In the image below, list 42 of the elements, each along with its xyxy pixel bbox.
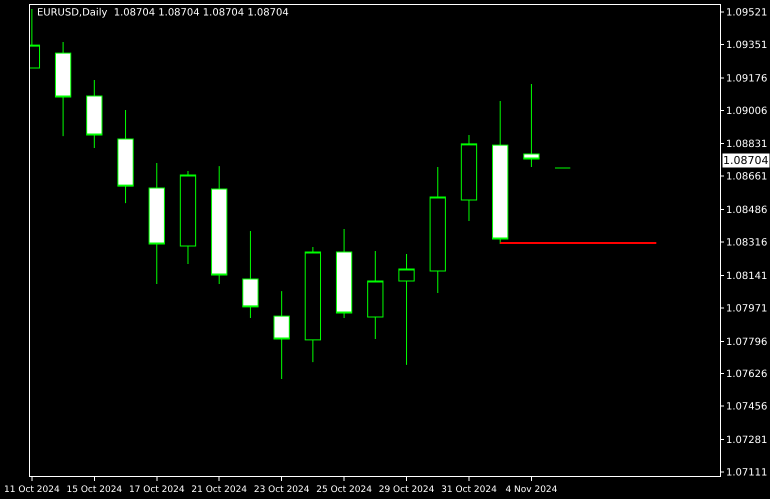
candlestick	[242, 230, 259, 318]
candlestick	[180, 170, 196, 264]
text: 1.08704	[723, 154, 768, 167]
y-tick-label: 1.08486	[726, 205, 768, 216]
x-tick-label: 31 Oct 2024	[441, 484, 498, 495]
candlestick	[274, 290, 290, 380]
y-tick-label: 1.07626	[726, 369, 768, 380]
y-tick-label: 1.07111	[726, 467, 768, 478]
x-tick-label: 17 Oct 2024	[128, 484, 185, 495]
y-tick-label: 1.08316	[726, 238, 768, 249]
y-tick-label: 1.09006	[726, 106, 768, 117]
x-tick-label: 11 Oct 2024	[4, 484, 60, 495]
candlestick	[523, 84, 540, 168]
candlestick	[430, 166, 446, 294]
y-tick-label: 1.07281	[726, 435, 768, 446]
x-tick-label: 29 Oct 2024	[378, 484, 435, 495]
y-tick-label: 1.09521	[726, 8, 768, 19]
x-tick-label: 15 Oct 2024	[66, 484, 122, 495]
y-tick-label: 1.07971	[726, 303, 768, 314]
candlestick	[492, 100, 508, 244]
candlestick	[211, 166, 228, 285]
candlestick	[304, 246, 322, 363]
x-tick-label: 4 Nov 2024	[505, 484, 558, 495]
y-tick-label: 1.07456	[726, 402, 768, 413]
x-tick-label: 21 Oct 2024	[191, 484, 248, 495]
x-tick-label: 23 Oct 2024	[254, 484, 310, 495]
y-tick-label: 1.07796	[726, 336, 768, 348]
y-tick-label: 1.09351	[726, 40, 768, 51]
candlestick	[460, 134, 478, 222]
candlestick	[367, 250, 384, 340]
y-tick-label: 1.09176	[726, 73, 768, 84]
candlestick	[54, 42, 72, 137]
candlestick	[398, 254, 415, 366]
candlestick	[148, 162, 165, 285]
x-tick-label: 25 Oct 2024	[316, 484, 372, 495]
y-tick-label: 1.08141	[726, 270, 768, 282]
chart-title: EURUSD,Daily 1.08704 1.08704 1.08704 1.08704	[36, 7, 289, 18]
candlestick	[336, 228, 352, 318]
y-tick-label: 1.08661	[726, 172, 768, 183]
candlestick	[117, 109, 134, 204]
y-tick-label: 1.08831	[726, 139, 768, 150]
candlestick	[86, 80, 102, 148]
